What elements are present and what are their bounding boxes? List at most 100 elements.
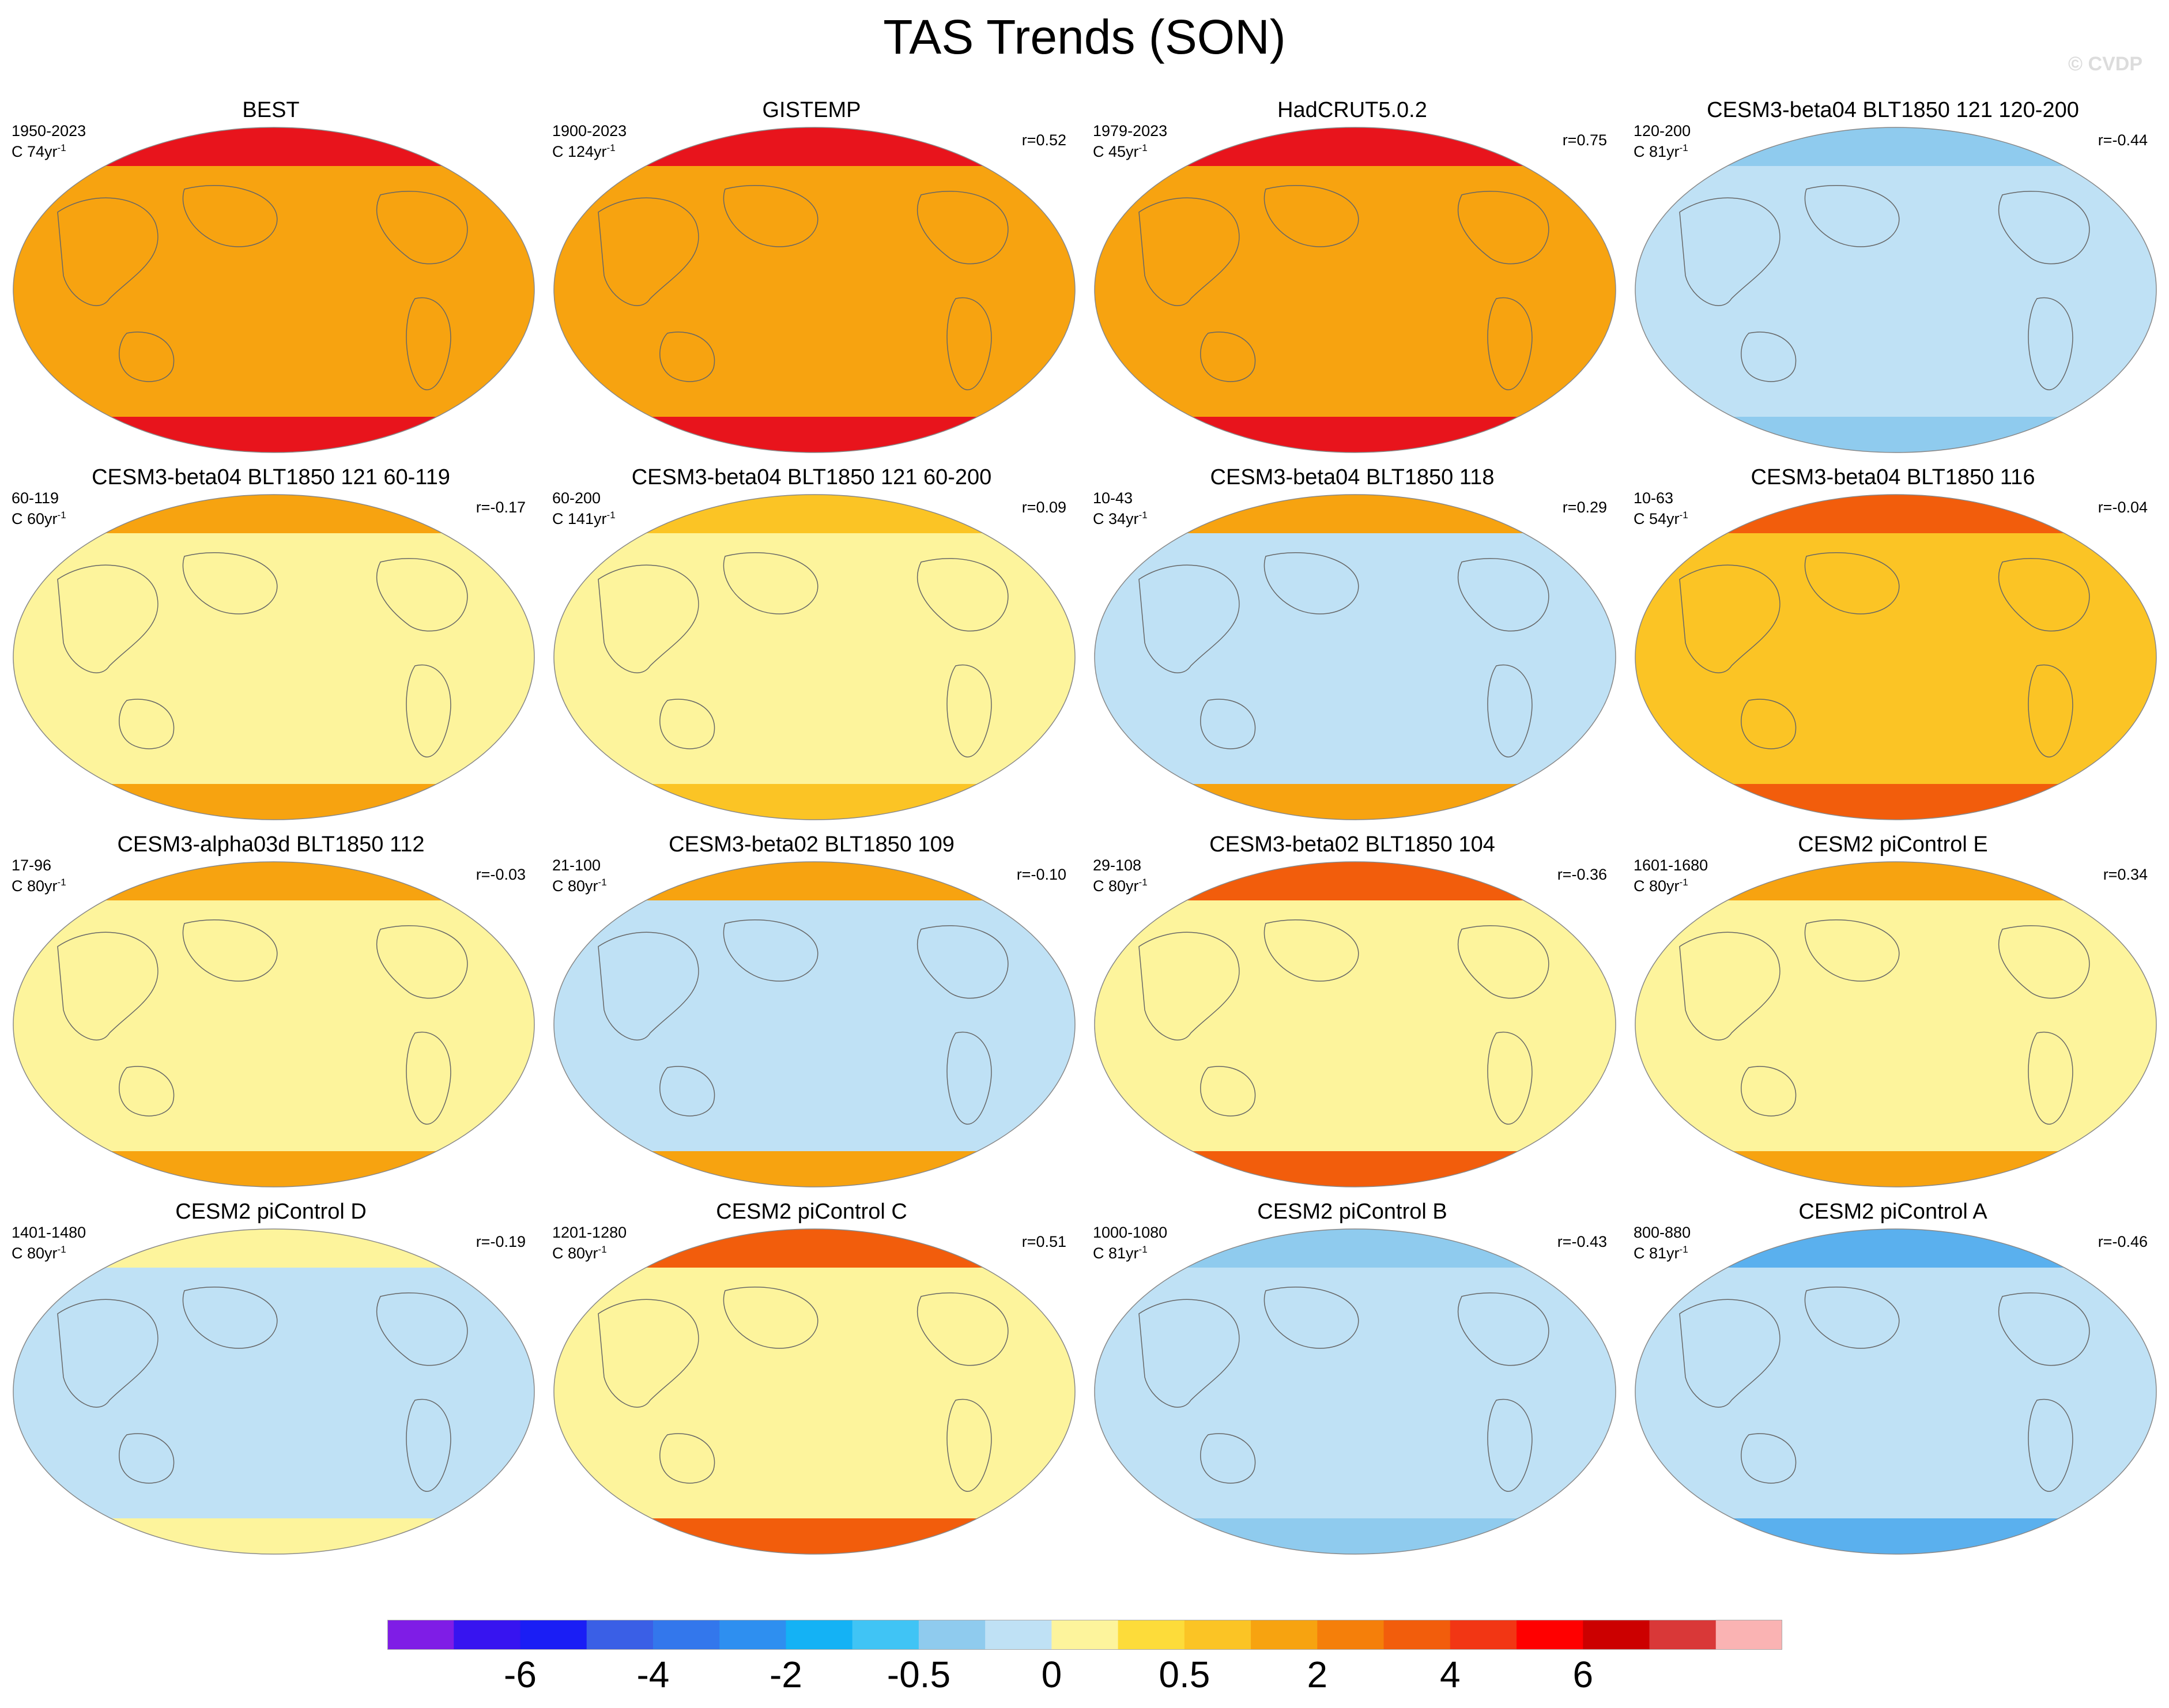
page-title: TAS Trends (SON) — [883, 10, 1286, 64]
coastline — [1741, 1066, 1797, 1117]
period-label: 29-108 — [1093, 857, 1142, 874]
coastline — [1679, 564, 1781, 673]
watermark: © CVDP — [2068, 53, 2142, 75]
coastline — [1263, 185, 1359, 247]
north-polar-band — [13, 127, 534, 166]
map-panel: CESM3-beta04 BLT1850 121 60-200 60-200 C 1… — [541, 464, 1082, 830]
pattern-correlation: r=0.09 — [1021, 499, 1066, 516]
south-polar-band — [1635, 1151, 2156, 1187]
coastline — [1804, 552, 1900, 614]
period-label: 1401-1480 — [12, 1224, 86, 1241]
coastline — [659, 699, 715, 749]
south-polar-band — [1635, 784, 2156, 820]
robinson-map — [13, 127, 535, 453]
trend-length-label: C 60yr-1 — [12, 510, 66, 527]
south-polar-band — [13, 1151, 534, 1187]
panel-title: CESM2 piControl A — [1798, 1200, 1987, 1224]
period-label: 60-119 — [12, 489, 59, 507]
coastline — [598, 1299, 699, 1408]
colorbar-box — [652, 1620, 720, 1650]
coastline — [182, 552, 278, 614]
colorbar-tick-label: -4 — [636, 1654, 670, 1695]
robinson-map — [553, 494, 1076, 820]
pattern-correlation: r=0.75 — [1562, 131, 1607, 149]
coastline — [1741, 331, 1797, 382]
robinson-map — [553, 1228, 1076, 1555]
robinson-map — [13, 494, 535, 820]
coastline — [57, 197, 159, 306]
coastline — [1741, 699, 1797, 749]
north-polar-band — [13, 1229, 534, 1268]
trend-length-label: C 81yr-1 — [1093, 1244, 1148, 1262]
colorbar-tick-label: -2 — [769, 1654, 802, 1695]
pattern-correlation: r=-0.46 — [2098, 1233, 2148, 1250]
robinson-map — [1094, 127, 1616, 453]
period-label: 1601-1680 — [1634, 857, 1708, 874]
coastline — [1998, 925, 2090, 999]
coastline — [723, 1287, 818, 1349]
coastline — [1679, 197, 1781, 306]
coastline — [916, 558, 1009, 632]
north-polar-band — [554, 495, 1075, 533]
trend-length-label: C 74yr-1 — [12, 142, 66, 160]
north-polar-band — [554, 127, 1075, 166]
south-polar-band — [1095, 1518, 1616, 1554]
coastline — [119, 1433, 175, 1484]
coastline — [2028, 1398, 2073, 1492]
period-label: 120-200 — [1634, 122, 1691, 139]
period-label: 800-880 — [1634, 1224, 1691, 1241]
coastline — [376, 558, 468, 632]
panel-title: CESM3-alpha03d BLT1850 112 — [117, 832, 425, 857]
pattern-correlation: r=-0.19 — [476, 1233, 526, 1250]
coastline — [1263, 1287, 1359, 1349]
period-label: 1900-2023 — [552, 122, 627, 139]
coastline — [598, 932, 699, 1040]
coastline — [182, 1287, 278, 1349]
coastline — [57, 932, 159, 1040]
north-polar-band — [13, 495, 534, 533]
pattern-correlation: r=-0.44 — [2098, 131, 2148, 149]
map-panel: CESM3-alpha03d BLT1850 112 17-96 C 80yr-1 r… — [0, 831, 542, 1197]
coastline — [1138, 1299, 1240, 1408]
colorbar-box — [1317, 1620, 1385, 1650]
panel-title: CESM2 piControl B — [1257, 1200, 1447, 1224]
north-polar-band — [1635, 862, 2156, 900]
pattern-correlation: r=-0.03 — [476, 866, 526, 883]
coastline — [946, 1031, 992, 1125]
period-label: 1979-2023 — [1093, 122, 1168, 139]
coastline — [119, 699, 175, 749]
period-label: 60-200 — [552, 489, 601, 507]
colorbar-tick-label: -6 — [504, 1654, 537, 1695]
colorbar-box — [454, 1620, 520, 1650]
south-polar-band — [554, 417, 1075, 453]
colorbar-box — [985, 1620, 1052, 1650]
map-panel: CESM2 piControl A 800-880 C 81yr-1 r=-0.46 — [1622, 1198, 2164, 1564]
colorbar-box — [1649, 1620, 1717, 1650]
map-panel: CESM2 piControl B 1000-1080 C 81yr-1 r=-0.4… — [1081, 1198, 1623, 1564]
map-panel: CESM3-beta04 BLT1850 118 10-43 C 34yr-1 r=0… — [1081, 464, 1623, 830]
trend-length-label: C 81yr-1 — [1634, 1244, 1688, 1262]
period-label: 1000-1080 — [1093, 1224, 1168, 1241]
north-polar-band — [1095, 1229, 1616, 1268]
map-panel: GISTEMP 1900-2023 C 124yr-1 r=0.52 — [541, 97, 1082, 463]
north-polar-band — [554, 1229, 1075, 1268]
coastline — [1200, 699, 1256, 749]
coastline — [1487, 1031, 1533, 1125]
coastline — [1200, 1433, 1256, 1484]
trend-length-label: C 81yr-1 — [1634, 142, 1688, 160]
period-label: 10-63 — [1634, 489, 1674, 507]
coastline — [723, 185, 818, 247]
colorbar-tick-label: -0.5 — [887, 1654, 951, 1695]
trend-length-label: C 80yr-1 — [1093, 877, 1148, 895]
coastline — [1457, 925, 1549, 999]
robinson-map — [1094, 861, 1616, 1187]
colorbar-tick-label: 0 — [1041, 1654, 1062, 1695]
north-polar-band — [13, 862, 534, 900]
trend-length-label: C 80yr-1 — [552, 877, 607, 895]
colorbar-box — [1383, 1620, 1451, 1650]
coastline — [1741, 1433, 1797, 1484]
south-polar-band — [1095, 1151, 1616, 1187]
south-polar-band — [13, 417, 534, 453]
colorbar-box — [719, 1620, 786, 1650]
coastline — [1263, 552, 1359, 614]
